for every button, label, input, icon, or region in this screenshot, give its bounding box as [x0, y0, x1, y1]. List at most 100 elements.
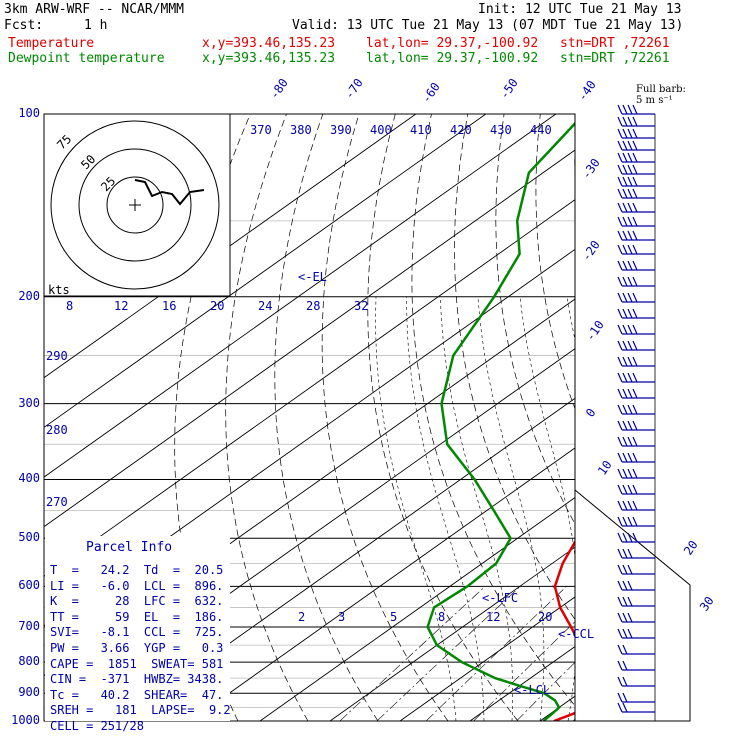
wind-barb-flag [627, 176, 633, 187]
wind-barb-flag [617, 532, 623, 543]
pressure-label: 200 [18, 288, 40, 303]
full-barb-title: Full barb: [636, 84, 686, 95]
wind-barb-flag [622, 644, 628, 655]
wind-barb-flag [622, 128, 628, 139]
full-barb-legend: Full barb: 5 m s⁻¹ [636, 84, 686, 106]
moist-adiabat [477, 296, 545, 721]
temperature-trace [553, 539, 575, 721]
isotherm-line [329, 546, 575, 721]
wind-barb-flag [622, 468, 628, 479]
pressure-label: 800 [18, 654, 40, 669]
wind-barb-flag [617, 202, 623, 213]
pressure-label: 1000 [11, 713, 40, 727]
wind-barb-flag [632, 292, 638, 303]
isotherm-line [259, 497, 575, 721]
wind-barb-flag [627, 404, 633, 415]
wind-barb-flag [617, 404, 623, 415]
moist-adiabat [406, 296, 485, 721]
wind-barb-flag [627, 202, 633, 213]
pressure-label: 900 [18, 685, 40, 700]
wind-barb-flag [622, 244, 628, 255]
wind-barb-flag [617, 230, 623, 241]
wind-barb-flag [617, 340, 623, 351]
mixing-ratio-label: 8 [66, 299, 73, 313]
wind-barb-flag [617, 644, 623, 655]
wind-barb-flag [627, 244, 633, 255]
wind-barb-flag [627, 628, 633, 639]
wind-barb-flag [627, 140, 633, 151]
wind-barb-flag [632, 404, 638, 415]
wind-barb-flag [617, 436, 623, 447]
hodograph-ring [78, 148, 192, 262]
wind-barb-flag [627, 468, 633, 479]
hodograph-ring [50, 120, 220, 290]
wind-barb-flag [632, 276, 638, 287]
mixing-ratio-label: 28 [306, 299, 320, 313]
parcel-info-row: CAPE = 1851 SWEAT= 581 [50, 656, 224, 671]
wind-barb-flag [617, 468, 623, 479]
wind-barb-flag [617, 176, 623, 187]
wind-barb-flag [622, 292, 628, 303]
wind-barb-flag [627, 260, 633, 271]
parcel-info-row: SVI= -8.1 CCL = 725. [50, 625, 224, 640]
model-title: 3km ARW-WRF -- NCAR/MMM [4, 2, 185, 17]
wind-barb-flag [632, 188, 638, 199]
wind-barb-flag [617, 596, 623, 607]
wind-barb-flag [627, 216, 633, 227]
wind-barb-flag [632, 230, 638, 241]
wind-barb-flag [627, 164, 633, 175]
wind-barb-flag [617, 548, 623, 559]
isotherm-line [44, 149, 575, 528]
wind-barb-flag [622, 202, 628, 213]
dry-adiabat [685, 114, 740, 721]
wind-barb-flag [632, 104, 638, 115]
isotherm-line [189, 447, 575, 721]
mixing-ratio-label: 5 [390, 610, 397, 624]
wind-barb-flag [622, 404, 628, 415]
parcel-info-title: Parcel Info [86, 540, 173, 555]
wind-barb-flag [617, 500, 623, 511]
full-barb-units: 5 m s⁻¹ [636, 95, 673, 106]
wind-barb-flag [617, 188, 623, 199]
wind-barb-flag [622, 660, 628, 671]
wind-barb-flag [622, 516, 628, 527]
wind-barb-flag [627, 596, 633, 607]
isotherm-line [44, 114, 557, 478]
dew-station: stn=DRT ,72261 [560, 51, 670, 66]
mixing-ratio-label: 32 [354, 299, 368, 313]
wind-barb-flag [622, 152, 628, 163]
parcel-info-row: CIN = -371 HWBZ= 3438. [50, 672, 224, 687]
isotherm-label: -80 [267, 76, 291, 102]
theta-label: 440 [530, 123, 552, 137]
wind-barb-flag [622, 260, 628, 271]
dry-adiabat [649, 114, 740, 721]
wind-barb-flag [617, 484, 623, 495]
wind-barb-flag [617, 452, 623, 463]
dew-xy: x,y=393.46,135.23 [202, 51, 336, 66]
parcel-info-row: T = 24.2 Td = 20.5 [50, 563, 224, 577]
forecast-hour: 1 h [84, 18, 108, 33]
parcel-info-row: PW = 3.66 YGP = 0.3 [50, 641, 224, 655]
wind-barb-flag [627, 340, 633, 351]
wind-barb-flag [632, 324, 638, 335]
wind-barb-flag [617, 628, 623, 639]
valid-time: Valid: 13 UTC Tue 21 May 13 (07 MDT Tue … [292, 18, 684, 33]
wind-barb-flag [627, 484, 633, 495]
wind-barb-flag [632, 516, 638, 527]
isotherm-label: -10 [583, 318, 607, 344]
wind-barb-flag [617, 564, 623, 575]
wind-barb-flag [617, 692, 623, 703]
wind-barb-flag [627, 292, 633, 303]
wind-barb-flag [622, 580, 628, 591]
pressure-label: 600 [18, 578, 40, 593]
wind-barb-flag [632, 420, 638, 431]
parcel-info-row: CELL = 251/28 [50, 719, 144, 733]
wind-barb-flag [632, 244, 638, 255]
dry-adiabat [321, 114, 449, 721]
legend-temperature: Temperature [8, 36, 95, 51]
theta-label: 410 [410, 123, 432, 137]
wind-barb-flag [622, 484, 628, 495]
theta-label: 370 [250, 123, 272, 137]
wind-barb-flag [617, 356, 623, 367]
wind-barb-flag [627, 324, 633, 335]
